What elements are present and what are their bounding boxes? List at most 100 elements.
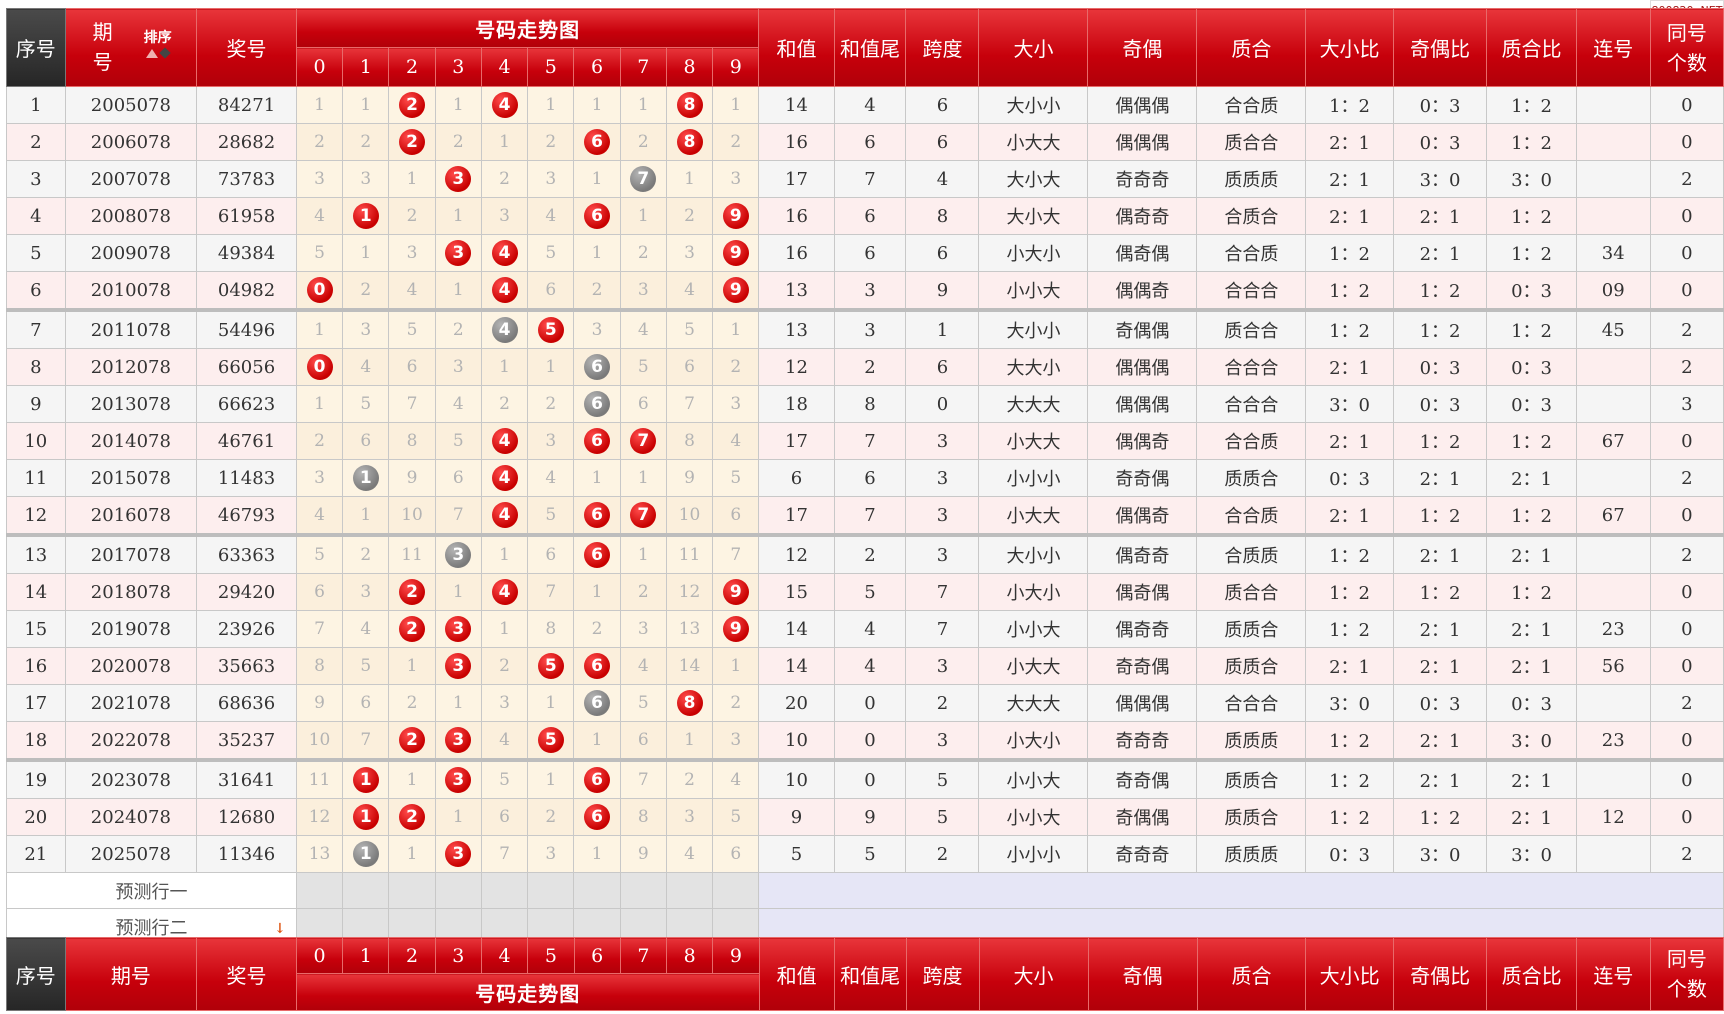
sort-down-icon[interactable]	[158, 47, 171, 59]
prediction-digit-cell[interactable]	[527, 872, 575, 909]
odd-even-cell: 奇奇偶	[1087, 758, 1198, 799]
consec-cell: 09	[1575, 271, 1651, 311]
period-cell: 2024078	[64, 798, 198, 836]
odd-even-cell: 偶偶奇	[1087, 271, 1198, 311]
prediction-digit-cell[interactable]	[573, 872, 621, 909]
footer-size-ratio: 大小比	[1305, 937, 1394, 1011]
trend-cell-9: 4	[712, 422, 760, 460]
sum-tail-cell: 7	[833, 496, 907, 536]
scroll-down-icon[interactable]: ↓	[274, 921, 286, 937]
prime-ratio-cell: 1：2	[1486, 573, 1577, 611]
header-same-line2: 个数	[1666, 50, 1707, 75]
prize-cell: 54496	[196, 308, 297, 349]
trend-cell-6: 6	[573, 684, 621, 722]
prediction-digit-cell[interactable]	[434, 872, 482, 909]
trend-cell-9: 1	[712, 308, 760, 349]
size-cell: 小小小	[978, 459, 1089, 497]
sum-cell: 15	[758, 573, 835, 611]
span-cell: 3	[905, 647, 980, 685]
oe-ratio-cell: 2：1	[1392, 533, 1488, 574]
trend-cell-7: 6	[619, 385, 667, 423]
odd-even-cell: 偶偶奇	[1087, 422, 1198, 460]
number-ball: 6	[584, 767, 611, 793]
prediction-digit-cell[interactable]	[480, 872, 529, 909]
sum-tail-cell: 0	[833, 684, 907, 722]
trend-cell-3: 3	[434, 533, 482, 574]
trend-cell-8: 8	[665, 123, 714, 161]
size-ratio-cell: 1：2	[1305, 573, 1394, 611]
trend-cell-2: 1	[388, 758, 436, 799]
size-cell: 小大大	[978, 496, 1089, 536]
trend-cell-4: 6	[480, 798, 529, 836]
odd-even-cell: 偶奇奇	[1087, 610, 1198, 648]
period-cell: 2009078	[64, 234, 198, 272]
number-ball: 7	[630, 502, 657, 528]
table-row: 15 2019078 23926 7 4 2 3 1 8 2 3 13 9 14 4 7 小小大 偶奇奇 质质合 1：…	[6, 610, 1724, 648]
trend-cell-3: 3	[434, 610, 482, 648]
prime-ratio-cell: 2：1	[1486, 647, 1577, 685]
odd-even-cell: 偶奇偶	[1087, 234, 1198, 272]
prime-cell: 质质合	[1196, 647, 1307, 685]
prediction-digit-cell[interactable]	[342, 872, 390, 909]
oe-ratio-cell: 2：1	[1392, 197, 1488, 235]
number-ball: 1	[352, 804, 379, 830]
trend-cell-2: 10	[388, 496, 436, 536]
prediction-row[interactable]: 预测行一	[6, 872, 1724, 909]
footer-prime-ratio: 质合比	[1486, 937, 1577, 1011]
oe-ratio-cell: 1：2	[1392, 422, 1488, 460]
trend-cell-9: 3	[712, 160, 760, 198]
trend-cell-6: 2	[573, 271, 621, 311]
trend-cell-8: 10	[665, 496, 714, 536]
trend-cell-6: 6	[573, 533, 621, 574]
size-ratio-cell: 2：1	[1305, 647, 1394, 685]
trend-cell-6: 6	[573, 123, 621, 161]
trend-cell-2: 1	[388, 647, 436, 685]
odd-even-cell: 偶偶奇	[1087, 496, 1198, 536]
trend-cell-7: 2	[619, 123, 667, 161]
table-row: 16 2020078 35663 8 5 1 3 2 5 6 4 14 1 14 4 3 小大大 奇奇偶 质质合 2：…	[6, 647, 1724, 685]
prediction-digit-cell[interactable]	[712, 872, 760, 909]
sum-cell: 13	[758, 271, 835, 311]
header-digit-2: 2	[388, 47, 436, 87]
prediction-digit-cell[interactable]	[295, 872, 344, 909]
footer-digit-6: 6	[573, 937, 621, 974]
span-cell: 3	[905, 533, 980, 574]
prediction-digit-cell[interactable]	[665, 872, 714, 909]
table-row: 10 2014078 46761 2 6 8 5 4 3 6 7 8 4 17 7 3 小大大 偶偶奇 合合质 2：1…	[6, 422, 1724, 460]
header-oe-ratio: 奇偶比	[1392, 8, 1488, 87]
span-cell: 2	[905, 835, 980, 873]
size-ratio-cell: 1：2	[1305, 234, 1394, 272]
trend-cell-8: 13	[665, 610, 714, 648]
seq-cell: 19	[6, 758, 66, 799]
consec-cell	[1575, 86, 1651, 124]
prime-cell: 质质合	[1196, 610, 1307, 648]
sum-cell: 14	[758, 647, 835, 685]
table-row: 21 2025078 11346 13 1 1 3 7 3 1 9 4 6 5 5 2 小小小 奇奇奇 质质质 0：3…	[6, 835, 1724, 873]
sum-cell: 5	[758, 835, 835, 873]
prime-cell: 质质合	[1196, 758, 1307, 799]
sum-tail-cell: 7	[833, 160, 907, 198]
sum-tail-cell: 5	[833, 573, 907, 611]
period-cell: 2023078	[64, 758, 198, 799]
trend-cell-3: 3	[434, 647, 482, 685]
trend-cell-2: 2	[388, 573, 436, 611]
trend-cell-5: 3	[527, 160, 575, 198]
trend-cell-5: 5	[527, 308, 575, 349]
trend-cell-9: 3	[712, 385, 760, 423]
trend-table: 序号 期号 排序 奖号 号码走势图 和值 和值尾 跨度 大小 奇偶 质合 大小比…	[6, 8, 1724, 945]
prediction-digit-cell[interactable]	[388, 872, 436, 909]
trend-cell-8: 2	[665, 197, 714, 235]
seq-cell: 13	[6, 533, 66, 574]
same-cell: 2	[1649, 835, 1724, 873]
trend-cell-4: 5	[480, 758, 529, 799]
sort-up-icon[interactable]	[145, 49, 158, 58]
prize-cell: 66056	[196, 348, 297, 386]
trend-cell-2: 11	[388, 533, 436, 574]
prime-ratio-cell: 3：0	[1486, 721, 1577, 761]
size-cell: 大大小	[978, 348, 1089, 386]
oe-ratio-cell: 2：1	[1392, 610, 1488, 648]
seq-cell: 15	[6, 610, 66, 648]
sort-button[interactable]: 排序	[143, 30, 172, 46]
prediction-digit-cell[interactable]	[619, 872, 667, 909]
trend-cell-0: 8	[295, 647, 344, 685]
